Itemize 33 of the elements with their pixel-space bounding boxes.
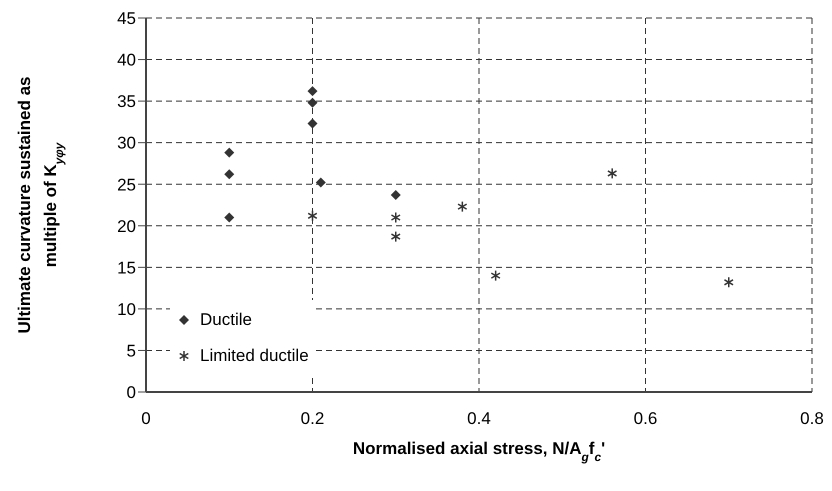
point [316, 178, 326, 188]
point [607, 168, 618, 180]
y-tick-label: 30 [117, 134, 136, 153]
point [224, 169, 234, 180]
y-tick-label: 5 [126, 341, 136, 360]
point [224, 212, 234, 222]
point [307, 210, 318, 222]
y-tick-label: 25 [117, 175, 136, 194]
point [457, 200, 468, 212]
y-tick-label: 15 [117, 258, 136, 278]
y-tick-label: 20 [117, 216, 136, 236]
x-axis-title: Normalised axial stress, N/A$_{g}$f$_{c}$' [352, 439, 606, 464]
point [308, 118, 318, 129]
x-tick-label: 0.8 [800, 409, 824, 428]
y-tick-label: 40 [117, 50, 136, 70]
y-tick-label: 0 [126, 383, 136, 402]
y-tick-label: 35 [117, 92, 136, 112]
legend-label: Limited ductile [199, 345, 309, 367]
x-tick-label: 0.6 [634, 409, 658, 428]
point [308, 98, 318, 108]
x-tick-label: 0 [141, 409, 151, 428]
point [308, 86, 318, 96]
point [390, 230, 401, 242]
legend-label: Ductile [199, 309, 253, 331]
x-tick-label: 0.4 [467, 409, 491, 428]
point [224, 148, 234, 158]
point [490, 270, 501, 282]
point [724, 276, 734, 288]
point [390, 212, 401, 224]
point [390, 190, 401, 200]
x-tick-label: 0.2 [300, 409, 324, 428]
y-tick-label: 10 [117, 300, 136, 319]
y-tick-label: 45 [117, 9, 136, 28]
